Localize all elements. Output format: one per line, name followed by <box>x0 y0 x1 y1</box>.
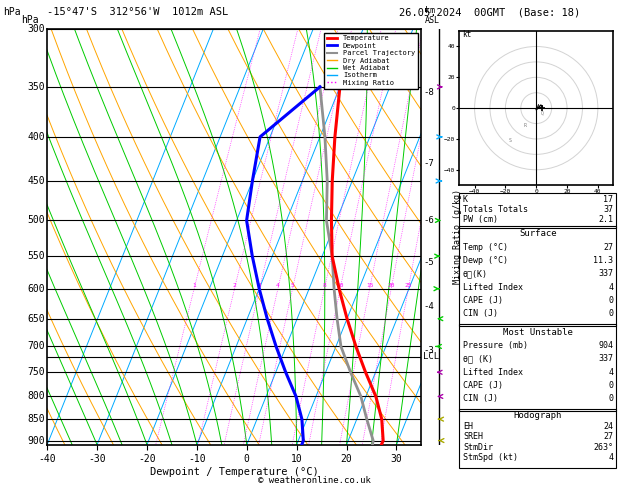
Text: Most Unstable: Most Unstable <box>503 328 573 337</box>
Text: hPa: hPa <box>3 7 21 17</box>
Text: 0: 0 <box>608 309 613 318</box>
Text: hPa: hPa <box>21 15 38 25</box>
Text: CIN (J): CIN (J) <box>463 394 498 403</box>
Text: StmDir: StmDir <box>463 443 493 452</box>
Text: CAPE (J): CAPE (J) <box>463 296 503 305</box>
Text: CAPE (J): CAPE (J) <box>463 381 503 390</box>
Text: 10: 10 <box>337 283 344 288</box>
Text: 904: 904 <box>598 341 613 350</box>
Text: 450: 450 <box>28 176 45 186</box>
Text: 650: 650 <box>28 313 45 324</box>
Text: 550: 550 <box>28 251 45 261</box>
Text: 37: 37 <box>603 205 613 214</box>
Text: 27: 27 <box>603 243 613 252</box>
Text: 17: 17 <box>603 195 613 204</box>
Text: -15°47'S  312°56'W  1012m ASL: -15°47'S 312°56'W 1012m ASL <box>47 7 228 17</box>
Text: 800: 800 <box>28 391 45 401</box>
Text: 0: 0 <box>608 381 613 390</box>
Text: -3: -3 <box>423 346 434 355</box>
X-axis label: Dewpoint / Temperature (°C): Dewpoint / Temperature (°C) <box>150 467 319 477</box>
Text: -7: -7 <box>423 159 434 169</box>
Text: -6: -6 <box>423 216 434 225</box>
Text: CIN (J): CIN (J) <box>463 309 498 318</box>
Text: 15: 15 <box>366 283 374 288</box>
Text: Hodograph: Hodograph <box>514 411 562 420</box>
Text: 1: 1 <box>192 283 196 288</box>
Text: 850: 850 <box>28 414 45 424</box>
Text: 700: 700 <box>28 342 45 351</box>
Text: θᴀ (K): θᴀ (K) <box>463 354 493 363</box>
Text: 900: 900 <box>28 435 45 446</box>
Text: StmSpd (kt): StmSpd (kt) <box>463 453 518 463</box>
Text: 263°: 263° <box>593 443 613 452</box>
Text: kt: kt <box>462 30 472 39</box>
Text: © weatheronline.co.uk: © weatheronline.co.uk <box>258 476 371 485</box>
Text: Surface: Surface <box>519 229 557 239</box>
Text: 4: 4 <box>608 453 613 463</box>
Text: km
ASL: km ASL <box>425 6 440 25</box>
Text: 2.1: 2.1 <box>598 215 613 224</box>
Text: -8: -8 <box>423 87 434 97</box>
Text: 4: 4 <box>608 282 613 292</box>
Text: 600: 600 <box>28 284 45 294</box>
Text: 4: 4 <box>608 367 613 377</box>
Text: Q: Q <box>541 110 543 115</box>
Text: 8: 8 <box>323 283 326 288</box>
Text: SREH: SREH <box>463 432 483 441</box>
Text: 5: 5 <box>291 283 294 288</box>
Text: 11.3: 11.3 <box>593 256 613 265</box>
Text: -4: -4 <box>423 302 434 312</box>
Text: 25: 25 <box>404 283 412 288</box>
Text: Lifted Index: Lifted Index <box>463 282 523 292</box>
Text: 750: 750 <box>28 367 45 377</box>
Text: 500: 500 <box>28 215 45 226</box>
Text: R: R <box>524 122 526 128</box>
Text: θᴀ(K): θᴀ(K) <box>463 269 488 278</box>
Text: Temp (°C): Temp (°C) <box>463 243 508 252</box>
Text: Totals Totals: Totals Totals <box>463 205 528 214</box>
Text: 337: 337 <box>598 269 613 278</box>
Text: Mixing Ratio (g/kg): Mixing Ratio (g/kg) <box>454 190 462 284</box>
Text: Dewp (°C): Dewp (°C) <box>463 256 508 265</box>
Text: 4: 4 <box>276 283 280 288</box>
Text: EH: EH <box>463 422 473 431</box>
Legend: Temperature, Dewpoint, Parcel Trajectory, Dry Adiabat, Wet Adiabat, Isotherm, Mi: Temperature, Dewpoint, Parcel Trajectory… <box>324 33 418 88</box>
Text: 337: 337 <box>598 354 613 363</box>
Text: 350: 350 <box>28 82 45 92</box>
Text: Lifted Index: Lifted Index <box>463 367 523 377</box>
Text: LCL: LCL <box>423 352 440 362</box>
Text: 400: 400 <box>28 132 45 142</box>
Text: 300: 300 <box>28 24 45 34</box>
Text: 24: 24 <box>603 422 613 431</box>
Text: 0: 0 <box>608 394 613 403</box>
Text: S: S <box>508 138 511 143</box>
Text: 20: 20 <box>387 283 395 288</box>
Text: Pressure (mb): Pressure (mb) <box>463 341 528 350</box>
Text: 27: 27 <box>603 432 613 441</box>
Text: K: K <box>463 195 468 204</box>
Text: 2: 2 <box>233 283 237 288</box>
Text: 3: 3 <box>258 283 262 288</box>
Text: 0: 0 <box>608 296 613 305</box>
Text: -5: -5 <box>423 259 434 267</box>
Text: 26.05.2024  00GMT  (Base: 18): 26.05.2024 00GMT (Base: 18) <box>399 7 581 17</box>
Text: PW (cm): PW (cm) <box>463 215 498 224</box>
